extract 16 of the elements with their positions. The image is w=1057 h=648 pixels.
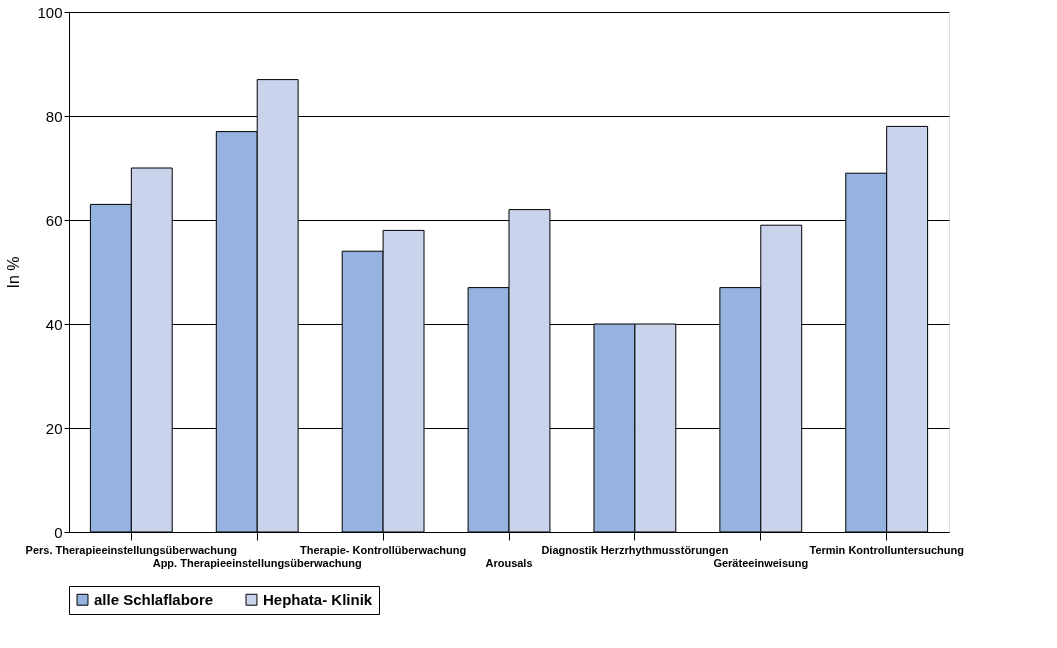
- x-tick-label: Therapie- Kontrollüberwachung: [299, 543, 467, 556]
- y-axis-title: In %: [5, 256, 23, 289]
- x-tick-label: Diagnostik Herzrhythmusstörungen: [541, 543, 729, 556]
- x-tick-label: Pers. Therapieeinstellungsüberwachung: [25, 543, 238, 556]
- legend-label: Hephata- Klinik: [263, 590, 373, 608]
- y-tick-label: 80: [45, 107, 63, 125]
- y-tick-label: 20: [45, 419, 63, 437]
- y-tick-label: 0: [54, 523, 63, 541]
- x-tick-label: Geräteeinweisung: [713, 556, 809, 569]
- y-tick-label: 60: [45, 211, 63, 229]
- x-tick-label: Arousals: [485, 556, 533, 569]
- legend-label: alle Schlaflabore: [94, 590, 214, 608]
- y-tick-label: 100: [37, 3, 63, 21]
- x-tick-label: App. Therapieeinstellungsüberwachung: [152, 556, 362, 569]
- y-tick-label: 40: [45, 315, 63, 333]
- x-tick-label: Termin Kontrolluntersuchung: [809, 543, 964, 556]
